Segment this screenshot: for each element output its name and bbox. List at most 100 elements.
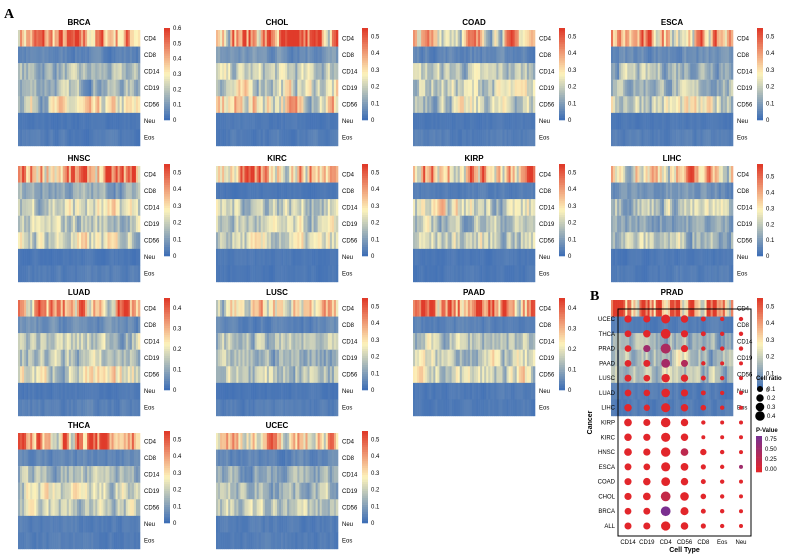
heatmap-cell	[260, 63, 264, 80]
heatmap-cell	[301, 333, 304, 350]
heatmap-cell	[81, 300, 84, 317]
heatmap-cell	[686, 129, 689, 147]
heatmap-cell	[42, 248, 45, 266]
heatmap-cell	[480, 166, 483, 183]
heatmap-cell	[329, 215, 333, 233]
heatmap-cell	[329, 129, 333, 147]
heatmap-cell	[532, 129, 536, 147]
heatmap-cell	[28, 129, 31, 147]
heatmap-cell	[260, 265, 264, 283]
heatmap-cell	[629, 232, 632, 250]
heatmap-cell	[421, 96, 424, 114]
colorbar-tick-label: 0.6	[173, 26, 182, 32]
heatmap-cell	[643, 182, 646, 200]
heatmap-cell	[467, 232, 471, 250]
heatmap-cell	[516, 96, 520, 114]
heatmap-cell	[232, 96, 235, 114]
heatmap-cell	[692, 96, 695, 114]
heatmap-cell	[295, 215, 298, 233]
heatmap-cell	[87, 46, 90, 64]
heatmap-cell	[60, 96, 64, 114]
colorbar-step	[362, 221, 368, 225]
heatmap-cell	[532, 316, 536, 334]
heatmap-cell	[421, 112, 424, 130]
heatmap-cell	[258, 46, 262, 64]
heatmap-cell	[246, 265, 249, 283]
heatmap-cell	[722, 79, 726, 97]
heatmap-cell	[498, 96, 501, 114]
heatmap-cell	[22, 182, 25, 200]
heatmap-cell	[281, 46, 284, 64]
heatmap-cell	[325, 333, 329, 350]
heatmap-cell	[451, 79, 454, 97]
heatmap-cell	[301, 30, 304, 47]
heatmap-cell	[18, 316, 21, 334]
heatmap-cell	[18, 382, 21, 400]
heatmap-cell	[329, 79, 333, 97]
heatmap-cell	[299, 199, 302, 216]
heatmap-cell	[520, 63, 524, 80]
heatmap-cell	[657, 248, 661, 266]
heatmap-cell	[494, 349, 497, 367]
heatmap-row-label: Neu	[539, 119, 550, 125]
heatmap-cell	[502, 316, 505, 334]
heatmap-cell	[532, 30, 536, 47]
heatmap-cell	[313, 333, 316, 350]
heatmap-cell	[625, 96, 628, 114]
heatmap-cell	[137, 248, 141, 266]
heatmap-cell	[262, 112, 266, 130]
heatmap-cell	[663, 265, 667, 283]
heatmap-cell	[20, 30, 23, 47]
heatmap-cell	[46, 366, 49, 384]
heatmap-cell	[240, 248, 243, 266]
heatmap-cell	[690, 30, 693, 47]
heatmap-cell	[655, 215, 659, 233]
heatmap-cell	[680, 129, 683, 147]
heatmap-cell	[325, 248, 329, 266]
heatmap-cell	[443, 112, 446, 130]
heatmap-cell	[254, 96, 257, 114]
heatmap-cell	[637, 63, 640, 80]
heatmap-cell	[629, 63, 632, 80]
heatmap-cell	[38, 366, 41, 384]
heatmap-cell	[445, 63, 448, 80]
heatmap-cell	[119, 366, 122, 384]
heatmap-cell	[109, 265, 112, 283]
heatmap-cell	[66, 232, 70, 250]
heatmap-cell	[698, 96, 701, 114]
heatmap-cell	[244, 129, 247, 147]
heatmap-cell	[439, 30, 442, 47]
heatmap-cell	[335, 112, 339, 130]
heatmap-cell	[50, 265, 53, 283]
heatmap-cell	[478, 265, 481, 283]
heatmap-cell	[319, 265, 323, 283]
heatmap-cell	[220, 232, 223, 250]
heatmap-cell	[413, 182, 416, 200]
heatmap-cell	[672, 129, 675, 147]
heatmap-cell	[81, 96, 84, 114]
heatmap-row-label: Eos	[342, 272, 352, 278]
heatmap-cell	[54, 182, 57, 200]
heatmap-cell	[89, 366, 92, 384]
heatmap-cell	[62, 316, 66, 334]
heatmap-cell	[36, 112, 39, 130]
heatmap-cell	[119, 232, 122, 250]
heatmap-cell	[425, 300, 428, 317]
heatmap-cell	[81, 333, 84, 350]
heatmap-cell	[44, 265, 47, 283]
heatmap-cell	[79, 166, 82, 183]
heatmap-cell	[52, 215, 55, 233]
heatmap-cell	[659, 265, 663, 283]
heatmap-cell	[686, 182, 689, 200]
heatmap-cell	[419, 316, 422, 334]
heatmap-cell	[256, 366, 259, 384]
heatmap-cell	[647, 96, 650, 114]
colorbar-step	[362, 113, 368, 116]
heatmap-cell	[488, 199, 491, 216]
heatmap-cell	[500, 232, 503, 250]
colorbar-tick-label: 0.1	[568, 237, 577, 243]
heatmap-cell	[323, 316, 327, 334]
heatmap-cell	[694, 265, 697, 283]
heatmap-cell	[498, 300, 501, 317]
heatmap-cell	[319, 366, 323, 384]
